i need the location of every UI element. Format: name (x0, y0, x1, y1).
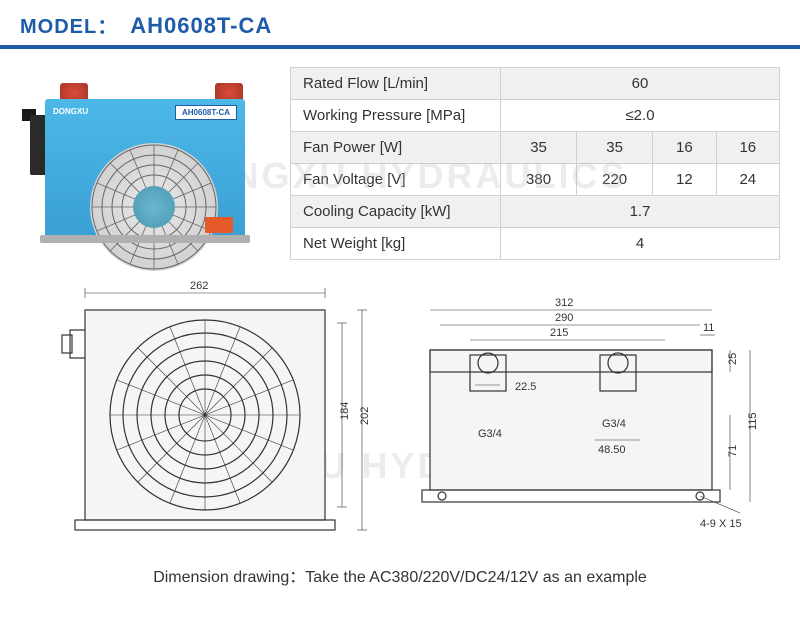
spec-value: 16 (653, 132, 716, 164)
spec-value: 380 (501, 164, 577, 196)
drawing-side-view: 312 290 215 11 22.5 G3/4 G3/4 48.50 25 1… (400, 275, 780, 555)
product-base (40, 235, 250, 243)
dim-holes: 4-9 X 15 (700, 518, 742, 530)
spec-row: Fan Voltage [V]3802201224 (291, 164, 780, 196)
spec-value: 12 (653, 164, 716, 196)
spec-value: 60 (501, 68, 780, 100)
product-model-label: AH0608T-CA (175, 105, 237, 120)
spec-value: ≤2.0 (501, 100, 780, 132)
dim-w2: 290 (555, 312, 573, 324)
spec-value: 24 (716, 164, 779, 196)
dim-edge: 11 (703, 322, 714, 334)
spec-label: Net Weight [kg] (291, 228, 501, 260)
spec-value: 4 (501, 228, 780, 260)
fan-housing (90, 143, 218, 271)
spec-value: 220 (577, 164, 653, 196)
spec-table: Rated Flow [L/min]60Working Pressure [MP… (290, 67, 780, 260)
spec-value: 35 (501, 132, 577, 164)
spec-value: 35 (577, 132, 653, 164)
spec-label: Fan Power [W] (291, 132, 501, 164)
dim-h-inner: 71 (727, 445, 739, 457)
dim-w3: 215 (550, 327, 568, 339)
spec-row: Fan Power [W]35351616 (291, 132, 780, 164)
dim-h-port: 22.5 (515, 381, 536, 393)
spec-row: Working Pressure [MPa]≤2.0 (291, 100, 780, 132)
drawing-front-view: 262 184 202 (20, 275, 380, 555)
port-label-2: G3/4 (602, 418, 626, 430)
model-header: MODEL： AH0608T-CA (0, 0, 800, 49)
model-label: MODEL： (20, 10, 118, 39)
port-label-1: G3/4 (478, 428, 502, 440)
drawings-section: 262 184 202 312 290 215 11 (0, 270, 800, 555)
dim-front-width: 262 (190, 280, 208, 292)
spec-value: 1.7 (501, 196, 780, 228)
dim-w1: 312 (555, 297, 573, 309)
spec-row: Net Weight [kg]4 (291, 228, 780, 260)
spec-label: Working Pressure [MPa] (291, 100, 501, 132)
model-number: AH0608T-CA (130, 13, 272, 39)
top-section: DONGXU AH0608T-CA Rated Flow [L/min]60Wo… (0, 49, 800, 270)
spec-label: Rated Flow [L/min] (291, 68, 501, 100)
dim-port-spacing: 48.50 (598, 444, 626, 456)
fan-hub (133, 186, 175, 228)
spec-label: Fan Voltage [V] (291, 164, 501, 196)
product-image: DONGXU AH0608T-CA (20, 67, 270, 257)
spec-value: 16 (716, 132, 779, 164)
spec-row: Cooling Capacity [kW]1.7 (291, 196, 780, 228)
dim-h-top: 25 (727, 353, 739, 365)
dim-h-body: 115 (747, 412, 759, 430)
warning-label-icon (205, 217, 233, 233)
dim-front-h-inner: 184 (339, 402, 351, 420)
spec-label: Cooling Capacity [kW] (291, 196, 501, 228)
dim-front-h-outer: 202 (359, 407, 371, 425)
product-brand-text: DONGXU (53, 107, 88, 116)
spec-row: Rated Flow [L/min]60 (291, 68, 780, 100)
footer-note: Dimension drawing：Take the AC380/220V/DC… (0, 555, 800, 595)
product-body: DONGXU AH0608T-CA (45, 99, 245, 239)
